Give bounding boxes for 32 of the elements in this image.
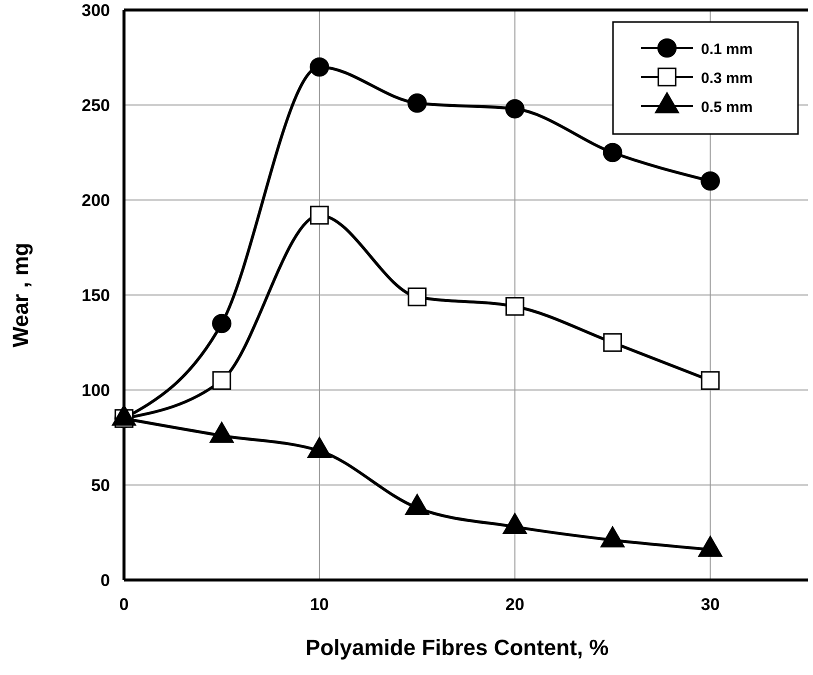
legend-label: 0.1 mm — [701, 41, 753, 58]
x-tick-label: 0 — [119, 595, 129, 614]
point — [700, 171, 720, 191]
point — [600, 526, 625, 548]
legend-label: 0.3 mm — [701, 70, 753, 87]
y-tick-label: 200 — [82, 191, 110, 210]
point — [405, 494, 430, 516]
y-tick-label: 250 — [82, 96, 110, 115]
point — [310, 206, 329, 225]
point — [112, 404, 136, 426]
point — [310, 57, 330, 77]
x-axis-title: Polyamide Fibres Content, % — [306, 635, 609, 660]
point — [505, 296, 524, 316]
point — [408, 287, 427, 306]
x-tick-label: 30 — [700, 595, 720, 614]
point — [502, 513, 527, 534]
y-tick-label: 50 — [91, 476, 110, 495]
point — [212, 314, 232, 334]
y-axis-title: Wear , mg — [8, 242, 33, 348]
x-tick-label: 20 — [505, 595, 524, 614]
y-tick-label: 300 — [82, 1, 110, 20]
point — [698, 536, 722, 557]
point — [505, 99, 525, 118]
point — [210, 422, 234, 443]
point — [602, 142, 622, 162]
point — [407, 93, 427, 113]
y-tick-label: 0 — [100, 571, 110, 590]
legend-label: 0.5 mm — [701, 99, 753, 116]
x-tick-label: 10 — [310, 595, 329, 614]
y-tick-label: 100 — [82, 381, 110, 400]
point — [307, 437, 332, 458]
y-tick-label: 150 — [82, 286, 110, 305]
